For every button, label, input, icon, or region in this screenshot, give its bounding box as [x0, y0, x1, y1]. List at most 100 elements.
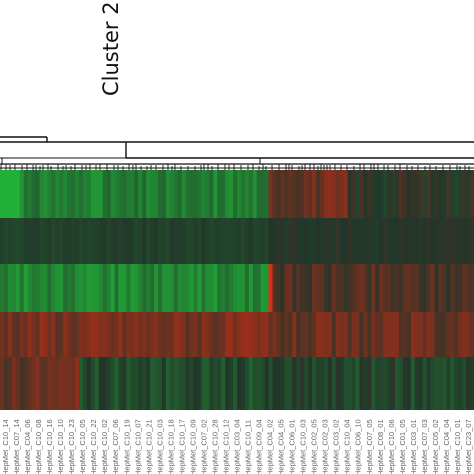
column-label: HepMet_C03_01 [409, 419, 418, 474]
column-label: HepMet_C10_18 [166, 419, 175, 474]
heatmap-cell [205, 357, 210, 410]
heatmap-cell [94, 170, 100, 218]
heatmap-cell [252, 312, 258, 357]
heatmap-cell [268, 264, 274, 312]
heatmap-cell [39, 357, 45, 410]
heatmap-cell [79, 170, 84, 218]
heatmap-cell [418, 357, 424, 410]
heatmap-cell [15, 170, 21, 218]
column-label: HepMet_C10_03 [299, 419, 308, 474]
heatmap-cell [142, 312, 147, 357]
heatmap-cell [335, 170, 341, 218]
heatmap-cell [177, 264, 183, 312]
heatmap-cell [391, 312, 396, 357]
heatmap-cell [169, 264, 175, 312]
heatmap-cell [252, 264, 258, 312]
heatmap-cell [31, 170, 37, 218]
heatmap-cell [233, 312, 238, 357]
column-label: HepMet_C07_06 [111, 419, 120, 474]
heatmap-cell [229, 312, 234, 357]
heatmap-cell [363, 218, 368, 264]
heatmap-cell [35, 264, 41, 312]
heatmap-cell [284, 170, 289, 218]
heatmap-cell [391, 264, 396, 312]
heatmap-cell [248, 312, 254, 357]
heatmap-cell [327, 218, 333, 264]
heatmap-cell [434, 170, 440, 218]
heatmap-cell [213, 312, 218, 357]
heatmap-cell [221, 264, 226, 312]
heatmap-cell [237, 218, 242, 264]
heatmap-cell [213, 357, 218, 410]
heatmap-cell [106, 264, 112, 312]
heatmap-cell [244, 218, 250, 264]
column-label: HepMet_C10_23 [67, 419, 76, 474]
heatmap-cell [466, 264, 471, 312]
heatmap-cell [237, 264, 242, 312]
heatmap-cell [248, 264, 254, 312]
heatmap-cell [256, 357, 262, 410]
heatmap-cell [138, 218, 143, 264]
heatmap-cell [430, 264, 436, 312]
column-label: HepMet_C04_06 [23, 419, 32, 474]
heatmap-cell [122, 170, 127, 218]
heatmap-cell [71, 357, 76, 410]
heatmap-cell [197, 264, 203, 312]
heatmap-cell [177, 357, 183, 410]
heatmap-cell [308, 357, 313, 410]
heatmap-cell [450, 312, 455, 357]
heatmap-cell [426, 264, 432, 312]
heatmap-cell [434, 357, 440, 410]
heatmap-cell [470, 264, 474, 312]
heatmap-cell [146, 218, 151, 264]
heatmap-cell [47, 218, 52, 264]
heatmap-cell [406, 218, 412, 264]
heatmap-cell [268, 357, 274, 410]
heatmap-cell [454, 170, 459, 218]
heatmap-cell [256, 170, 262, 218]
heatmap-cell [217, 264, 222, 312]
heatmap-cell [126, 170, 131, 218]
heatmap-cell [118, 170, 124, 218]
heatmap-cell [193, 312, 199, 357]
heatmap-cell [418, 170, 424, 218]
heatmap-cell [233, 264, 238, 312]
heatmap-cell [331, 218, 337, 264]
heatmap-cell [94, 218, 100, 264]
heatmap-cell [296, 170, 301, 218]
heatmap-cell [391, 218, 396, 264]
heatmap-cell [229, 170, 234, 218]
heatmap-cell [351, 218, 357, 264]
heatmap-cell [126, 264, 131, 312]
heatmap-cell [3, 218, 9, 264]
heatmap-cell [466, 357, 471, 410]
heatmap-cell [327, 312, 333, 357]
heatmap-cell [225, 264, 230, 312]
heatmap-cell [110, 264, 116, 312]
heatmap-cell [466, 218, 471, 264]
heatmap-cell [134, 312, 139, 357]
column-label: HepMet_C07_14 [12, 419, 21, 474]
heatmap-cell [3, 170, 9, 218]
heatmap-cell [430, 170, 436, 218]
heatmap-cell [75, 170, 80, 218]
heatmap-cell [422, 312, 428, 357]
heatmap-cell [244, 170, 250, 218]
heatmap-cell [102, 264, 108, 312]
heatmap-cell [134, 218, 139, 264]
heatmap-cell [288, 357, 293, 410]
heatmap-cell [19, 357, 25, 410]
heatmap-cell [19, 312, 25, 357]
heatmap-cell [158, 264, 163, 312]
heatmap-cell [458, 264, 463, 312]
heatmap-cell [308, 264, 313, 312]
heatmap-cell [347, 264, 353, 312]
column-label: HepMet_C10_01 [453, 419, 462, 474]
heatmap-cell [316, 170, 321, 218]
heatmap-cell [118, 218, 124, 264]
heatmap-cell [114, 264, 120, 312]
heatmap-cell [177, 170, 183, 218]
heatmap-cell [292, 312, 297, 357]
cluster-label: Cluster 2 [99, 1, 123, 96]
heatmap-cell [296, 357, 301, 410]
